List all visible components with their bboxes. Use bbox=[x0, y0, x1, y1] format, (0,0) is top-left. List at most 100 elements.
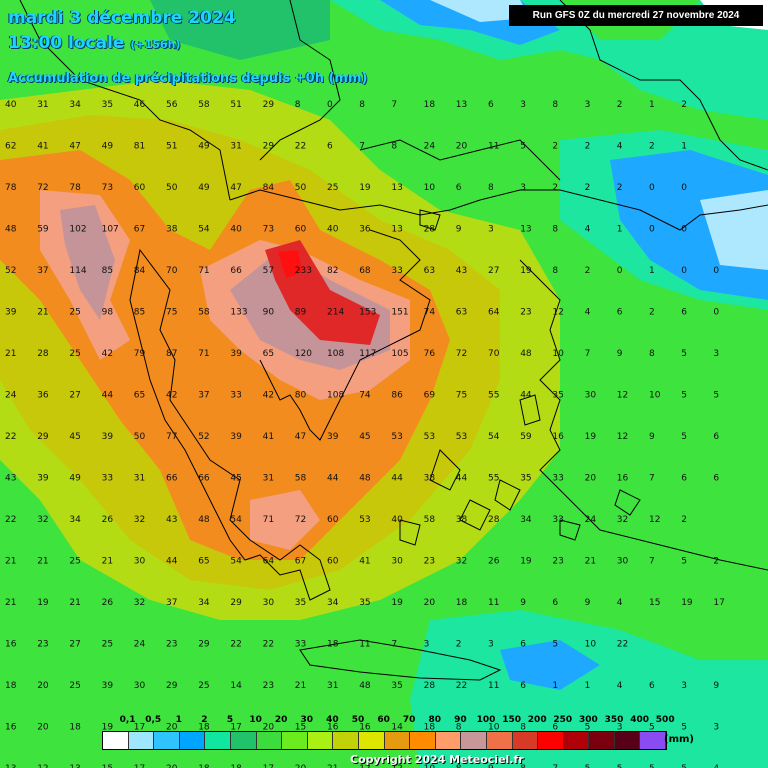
grid-value: 0 bbox=[681, 183, 687, 193]
grid-value: 22 bbox=[5, 515, 16, 525]
legend-label: 80 bbox=[428, 715, 442, 725]
grid-value: 55 bbox=[488, 474, 499, 484]
grid-value: 33 bbox=[552, 474, 563, 484]
grid-value: 19 bbox=[37, 598, 49, 608]
valid-time-label: 13:00 locale bbox=[8, 33, 125, 53]
legend-label: 150 bbox=[502, 715, 521, 725]
grid-value: 18 bbox=[230, 764, 242, 768]
grid-value: 33 bbox=[295, 640, 306, 650]
grid-value: 2 bbox=[552, 183, 558, 193]
grid-value: 5 bbox=[585, 764, 591, 768]
grid-value: 53 bbox=[359, 515, 370, 525]
grid-value: 22 bbox=[617, 640, 628, 650]
legend-label: 50 bbox=[351, 715, 365, 725]
dry-zone-southeast bbox=[500, 640, 600, 690]
grid-value: 58 bbox=[198, 100, 210, 110]
grid-value: 9 bbox=[456, 225, 462, 235]
grid-value: 2 bbox=[585, 142, 591, 152]
grid-value: 17 bbox=[230, 723, 241, 733]
grid-value: 2 bbox=[713, 557, 719, 567]
grid-value: 35 bbox=[391, 681, 402, 691]
grid-value: 9 bbox=[617, 349, 623, 359]
grid-value: 22 bbox=[295, 142, 306, 152]
legend-swatch bbox=[563, 732, 590, 749]
grid-value: 65 bbox=[134, 391, 145, 401]
grid-value: 2 bbox=[585, 183, 591, 193]
grid-value: 23 bbox=[37, 640, 48, 650]
grid-value: 6 bbox=[456, 183, 462, 193]
grid-value: 46 bbox=[134, 100, 146, 110]
grid-value: 8 bbox=[520, 764, 526, 768]
grid-value: 28 bbox=[488, 515, 500, 525]
grid-value: 89 bbox=[295, 308, 307, 318]
grid-value: 60 bbox=[327, 557, 339, 567]
grid-value: 49 bbox=[198, 183, 210, 193]
grid-value: 6 bbox=[617, 308, 623, 318]
grid-value: 21 bbox=[5, 557, 16, 567]
grid-value: 8 bbox=[488, 183, 494, 193]
grid-value: 13 bbox=[5, 764, 16, 768]
legend-label: 2 bbox=[201, 715, 208, 725]
grid-value: 2 bbox=[552, 142, 558, 152]
grid-value: 18 bbox=[456, 598, 468, 608]
grid-value: 3 bbox=[488, 640, 494, 650]
grid-value: 18 bbox=[198, 764, 210, 768]
grid-value: 6 bbox=[713, 474, 719, 484]
legend-swatch bbox=[461, 732, 487, 749]
grid-value: 63 bbox=[456, 308, 467, 318]
grid-value: 5 bbox=[681, 432, 687, 442]
grid-value: 31 bbox=[327, 681, 338, 691]
grid-value: 4 bbox=[617, 681, 623, 691]
grid-value: 24 bbox=[5, 391, 17, 401]
grid-value: 5 bbox=[649, 723, 655, 733]
grid-value: 11 bbox=[488, 598, 499, 608]
grid-value: 58 bbox=[424, 515, 436, 525]
grid-value: 6 bbox=[327, 142, 333, 152]
grid-value: 6 bbox=[520, 640, 526, 650]
grid-value: 20 bbox=[166, 764, 178, 768]
grid-value: 41 bbox=[359, 557, 370, 567]
grid-value: 0 bbox=[649, 225, 655, 235]
grid-value: 28 bbox=[424, 225, 436, 235]
grid-value: 25 bbox=[69, 349, 80, 359]
grid-value: 8 bbox=[552, 100, 558, 110]
valid-date: mardi 3 décembre 2024 bbox=[8, 8, 236, 28]
grid-value: 0 bbox=[327, 100, 333, 110]
grid-value: 30 bbox=[134, 557, 146, 567]
grid-value: 10 bbox=[552, 349, 564, 359]
grid-value: 64 bbox=[488, 308, 500, 318]
grid-value: 40 bbox=[391, 515, 403, 525]
wet-zone-bright-red bbox=[278, 250, 302, 278]
legend-label: 300 bbox=[578, 715, 598, 725]
legend-swatch bbox=[103, 732, 129, 749]
grid-value: 72 bbox=[37, 183, 48, 193]
grid-value: 2 bbox=[649, 142, 655, 152]
grid-value: 19 bbox=[102, 723, 114, 733]
grid-value: 34 bbox=[520, 515, 532, 525]
grid-value: 3 bbox=[520, 183, 526, 193]
grid-value: 34 bbox=[69, 515, 81, 525]
legend-swatch bbox=[282, 732, 308, 749]
grid-value: 25 bbox=[198, 681, 209, 691]
grid-value: 25 bbox=[69, 681, 80, 691]
grid-value: 31 bbox=[230, 142, 241, 152]
grid-value: 38 bbox=[456, 515, 468, 525]
grid-value: 51 bbox=[230, 100, 241, 110]
grid-value: 12 bbox=[649, 515, 660, 525]
grid-value: 19 bbox=[359, 183, 371, 193]
grid-value: 18 bbox=[424, 723, 436, 733]
grid-value: 22 bbox=[230, 640, 241, 650]
grid-value: 39 bbox=[102, 681, 114, 691]
grid-value: 57 bbox=[263, 266, 274, 276]
grid-value: 72 bbox=[456, 349, 467, 359]
grid-value: 9 bbox=[713, 681, 719, 691]
grid-value: 133 bbox=[230, 308, 247, 318]
grid-value: 41 bbox=[37, 142, 48, 152]
grid-value: 10 bbox=[424, 183, 436, 193]
valid-time: 13:00 locale (+156h) bbox=[8, 33, 180, 53]
legend-swatch bbox=[230, 732, 257, 749]
grid-value: 47 bbox=[295, 432, 306, 442]
grid-value: 77 bbox=[166, 432, 177, 442]
legend-swatch bbox=[256, 732, 283, 749]
grid-value: 26 bbox=[102, 515, 114, 525]
